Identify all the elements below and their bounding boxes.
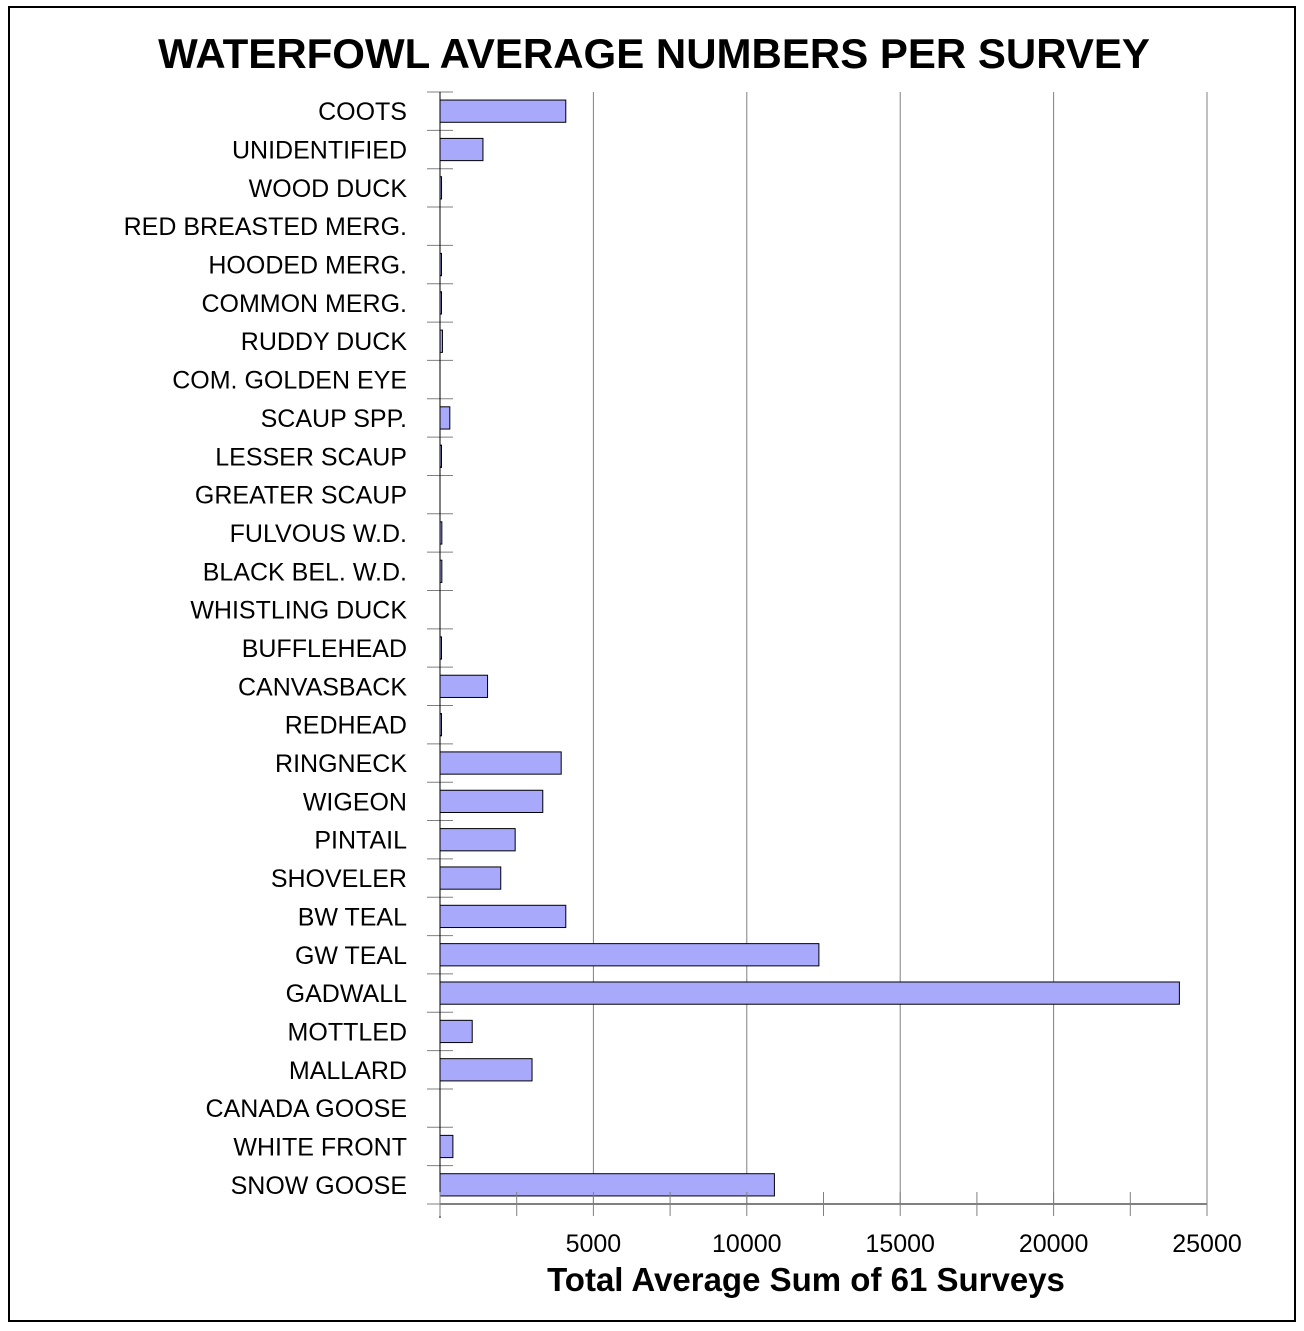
- bar: [439, 866, 502, 890]
- x-axis-title: Total Average Sum of 61 Surveys: [547, 1261, 1065, 1298]
- bar: [439, 1019, 473, 1044]
- bar: [439, 943, 820, 967]
- bar: [439, 751, 562, 775]
- bar: [439, 1134, 454, 1159]
- category-label: BLACK BEL. W.D.: [203, 558, 407, 586]
- category-label: REDHEAD: [285, 712, 407, 740]
- chart-title: WATERFOWL AVERAGE NUMBERS PER SURVEY: [158, 30, 1150, 77]
- bar: [439, 904, 567, 929]
- category-label: SCAUP SPP.: [261, 405, 407, 433]
- category-label: GADWALL: [286, 980, 407, 1008]
- bar: [439, 981, 1180, 1005]
- category-label: GREATER SCAUP: [195, 482, 407, 510]
- category-label: RED BREASTED MERG.: [124, 213, 407, 241]
- bar: [439, 137, 484, 162]
- category-label: WHISTLING DUCK: [190, 597, 407, 625]
- category-label: CANVASBACK: [238, 673, 407, 701]
- category-label: COM. GOLDEN EYE: [172, 367, 407, 395]
- category-label: SHOVELER: [271, 865, 407, 893]
- x-tick-label: 5000: [566, 1230, 622, 1258]
- category-label: GW TEAL: [295, 942, 407, 970]
- chart-frame: WATERFOWL AVERAGE NUMBERS PER SURVEY COO…: [8, 6, 1296, 1322]
- category-label: LESSER SCAUP: [215, 443, 407, 471]
- bar: [439, 828, 516, 852]
- category-label: WHITE FRONT: [233, 1133, 407, 1161]
- category-label: UNIDENTIFIED: [232, 137, 407, 165]
- category-label: WOOD DUCK: [249, 175, 408, 203]
- category-label: RINGNECK: [275, 750, 407, 778]
- category-label: CANADA GOOSE: [206, 1095, 407, 1123]
- x-tick-label: 25000: [1172, 1230, 1242, 1258]
- category-label: SNOW GOOSE: [231, 1172, 407, 1200]
- x-tick-label: 15000: [865, 1230, 935, 1258]
- bar-chart: COOTS UNIDENTIFIED WOOD DUCK RED BREASTED M…: [124, 91, 1242, 1298]
- category-label: RUDDY DUCK: [241, 328, 408, 356]
- x-tick-label: 10000: [712, 1230, 782, 1258]
- x-tick-labels: 5000 10000 15000 20000 25000: [566, 1230, 1242, 1258]
- category-label: FULVOUS W.D.: [230, 520, 407, 548]
- category-labels: COOTS UNIDENTIFIED WOOD DUCK RED BREASTED M…: [124, 98, 408, 1200]
- category-label: PINTAIL: [314, 827, 407, 855]
- x-tick-label: 20000: [1019, 1230, 1089, 1258]
- category-label: COOTS: [318, 98, 407, 126]
- category-label: WIGEON: [303, 788, 407, 816]
- category-label: COMMON MERG.: [201, 290, 407, 318]
- category-label: MOTTLED: [288, 1018, 407, 1046]
- bar: [439, 1058, 533, 1082]
- category-label: BUFFLEHEAD: [242, 635, 407, 663]
- axes: [427, 91, 1208, 1218]
- category-label: MALLARD: [289, 1057, 407, 1085]
- category-label: BW TEAL: [298, 903, 407, 931]
- category-label: HOODED MERG.: [208, 252, 407, 280]
- bar: [439, 1173, 775, 1197]
- bars: [439, 99, 1180, 1197]
- bar: [439, 674, 489, 698]
- bar: [439, 99, 567, 123]
- bar: [439, 789, 544, 813]
- bar: [439, 406, 451, 430]
- gridlines: [592, 92, 1208, 1204]
